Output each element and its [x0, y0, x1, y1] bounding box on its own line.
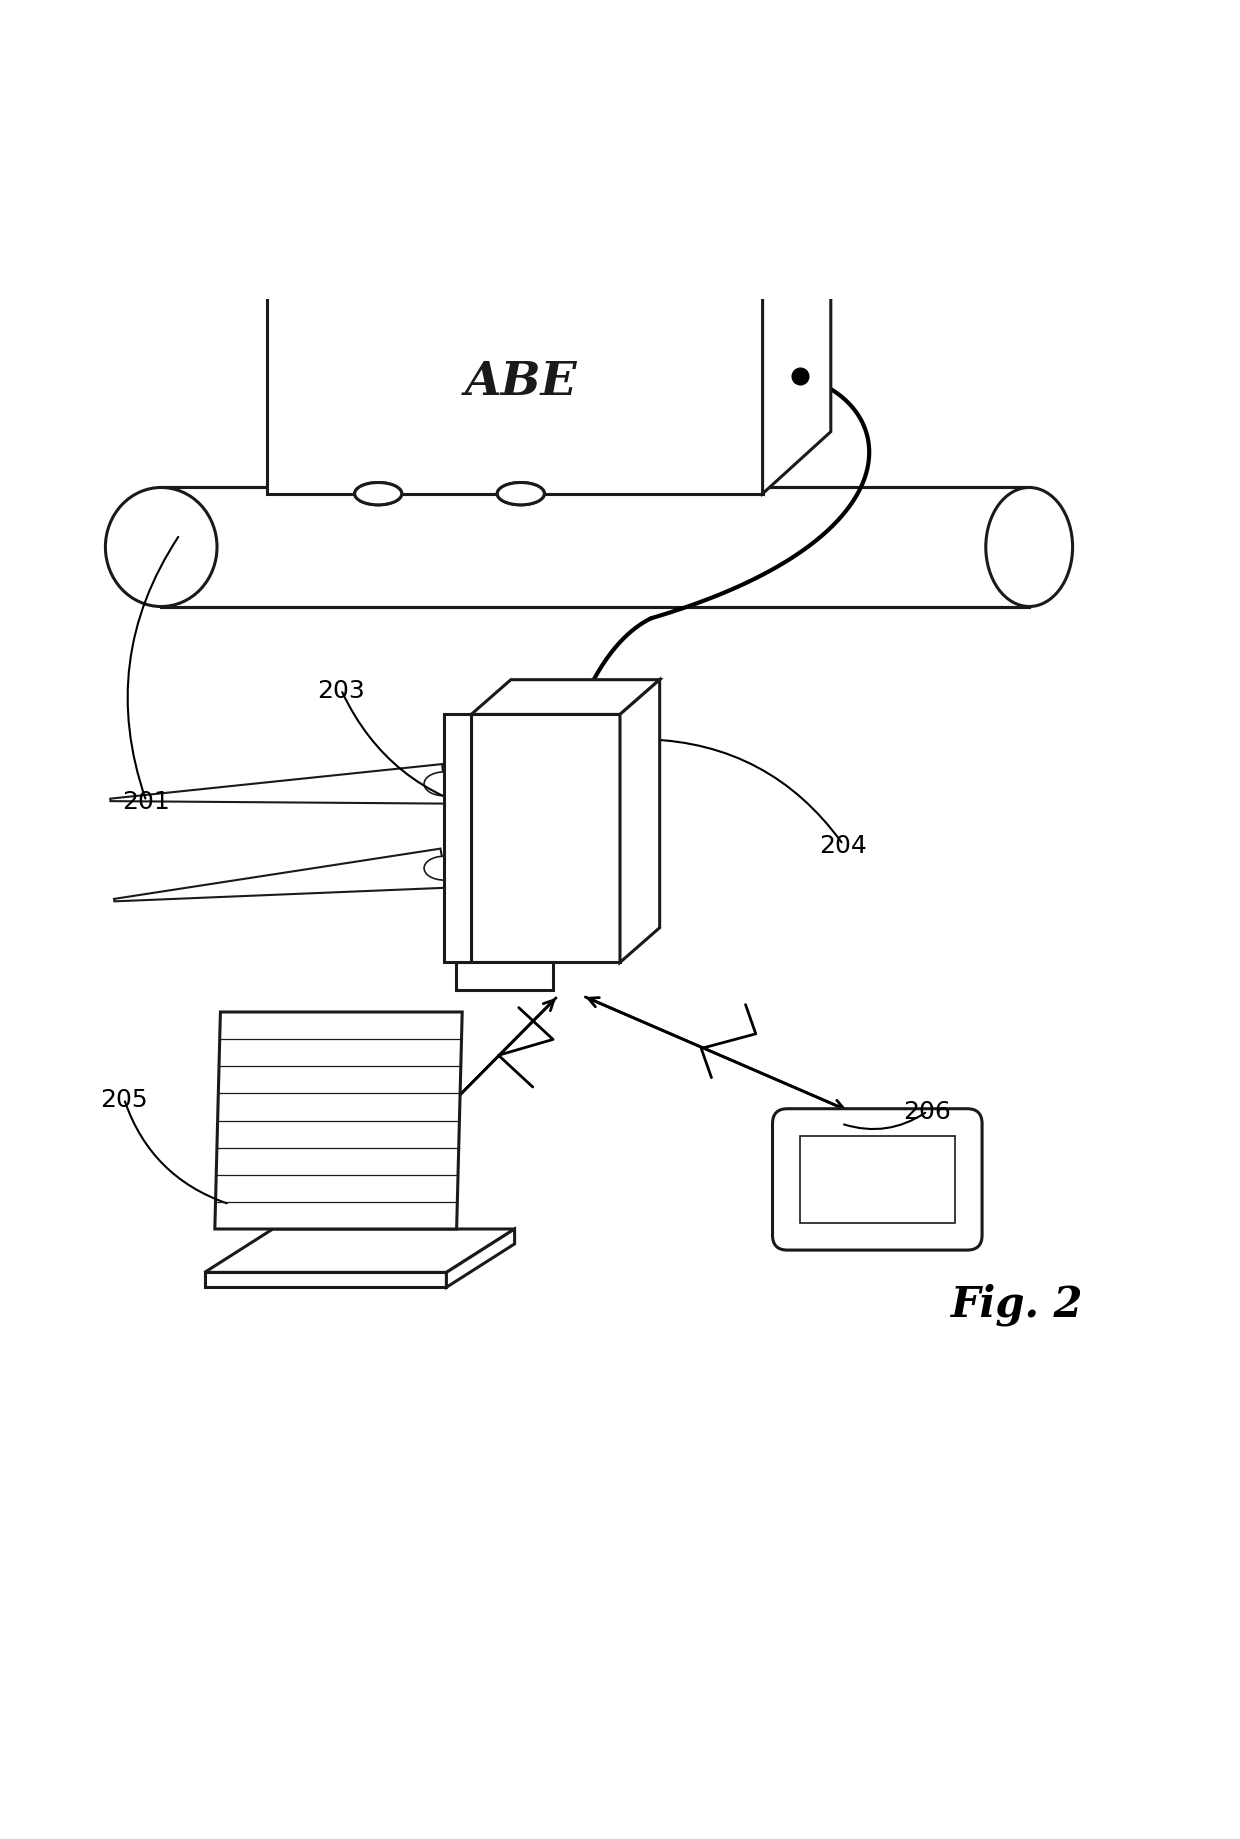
Bar	[456, 964, 553, 989]
Text: 205: 205	[100, 1087, 148, 1111]
Ellipse shape	[105, 487, 217, 607]
Ellipse shape	[497, 484, 544, 506]
Polygon shape	[471, 680, 660, 715]
Polygon shape	[110, 765, 445, 804]
Polygon shape	[215, 1013, 463, 1228]
Ellipse shape	[424, 857, 464, 881]
Polygon shape	[620, 680, 660, 964]
Text: 206: 206	[904, 1100, 951, 1124]
Text: Fig. 2: Fig. 2	[951, 1282, 1083, 1324]
Bar	[267, 278, 763, 495]
Polygon shape	[205, 1273, 446, 1287]
Text: 202: 202	[435, 344, 482, 368]
Ellipse shape	[497, 484, 544, 506]
Ellipse shape	[355, 484, 402, 506]
Polygon shape	[114, 850, 448, 901]
Ellipse shape	[355, 484, 402, 506]
Bar	[444, 715, 471, 964]
Polygon shape	[267, 215, 831, 278]
Polygon shape	[763, 215, 831, 495]
Text: 204: 204	[820, 833, 867, 857]
Text: 203: 203	[317, 679, 365, 702]
Polygon shape	[446, 1228, 515, 1287]
Text: ABE: ABE	[465, 359, 577, 405]
Ellipse shape	[424, 772, 464, 796]
Bar	[800, 1137, 955, 1223]
Text: 201: 201	[123, 789, 170, 813]
Polygon shape	[205, 1228, 515, 1273]
Ellipse shape	[986, 487, 1073, 607]
FancyBboxPatch shape	[773, 1109, 982, 1251]
Bar	[471, 715, 620, 964]
Bar	[161, 487, 1029, 607]
